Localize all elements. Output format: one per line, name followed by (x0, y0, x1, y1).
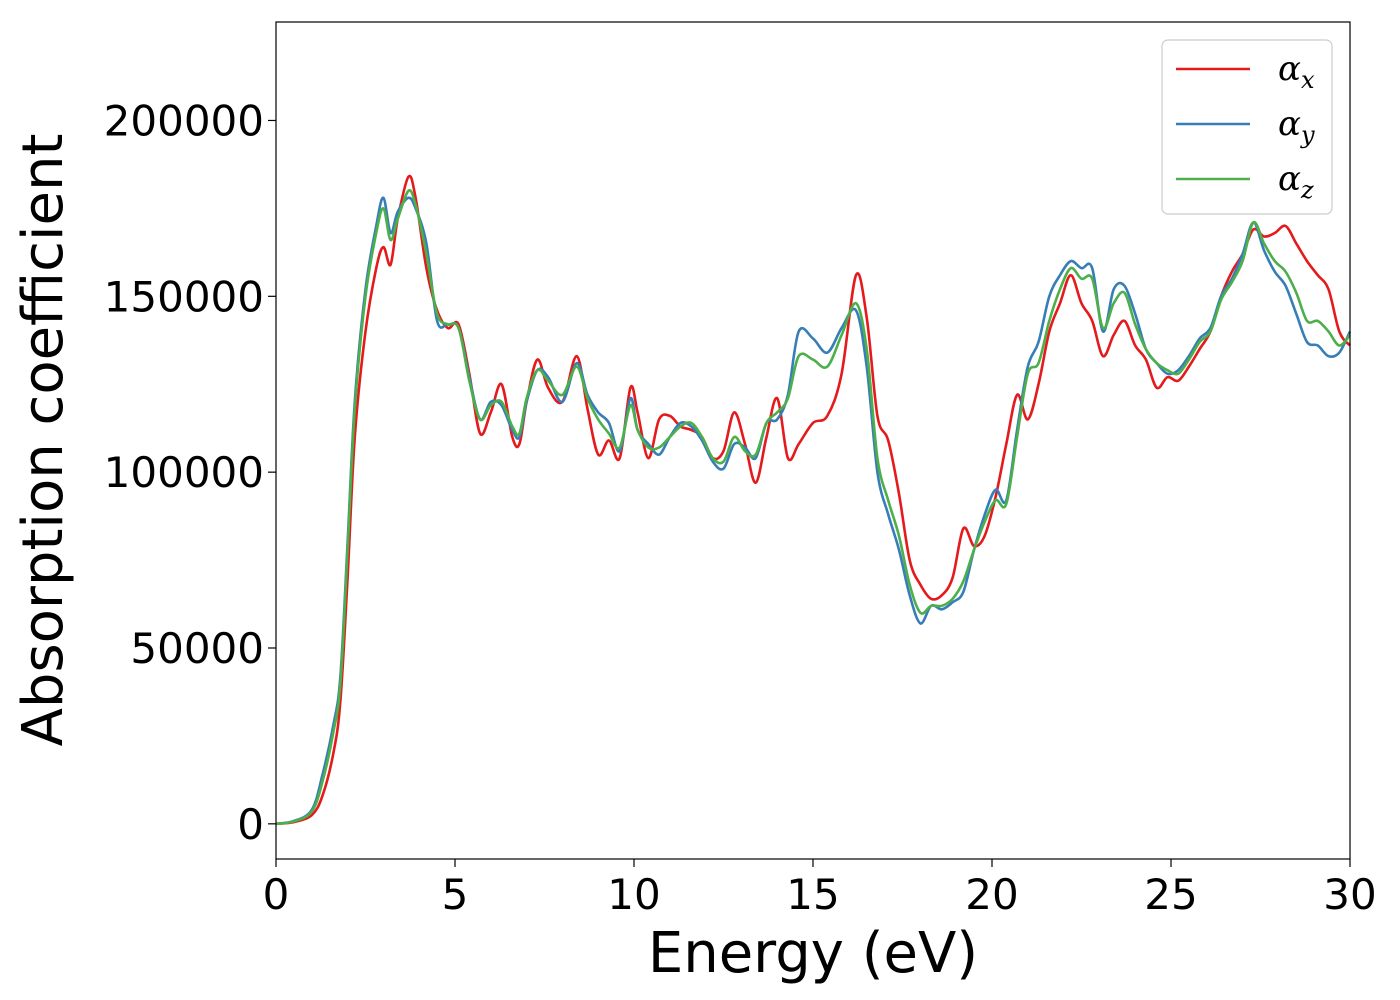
x-tick-label: 0 (263, 870, 290, 919)
x-tick-label: 10 (607, 870, 660, 919)
y-axis-ticks: 0 50000 100000 150000 200000 (104, 96, 276, 849)
y-axis-label: Absorption coefficient (11, 134, 76, 747)
x-tick-label: 30 (1323, 870, 1376, 919)
series-lines (275, 174, 1352, 826)
legend-items: αx αy αz (1176, 49, 1315, 204)
x-tick-label: 5 (442, 870, 469, 919)
series-line-y (275, 196, 1352, 826)
x-tick-label: 25 (1144, 870, 1197, 919)
y-tick-label: 200000 (104, 96, 264, 145)
legend: αx αy αz (1161, 39, 1333, 215)
legend-label-z: αz (1278, 159, 1314, 204)
x-tick-label: 20 (965, 870, 1018, 919)
y-tick-label: 150000 (104, 272, 264, 321)
legend-label-y: αy (1278, 104, 1315, 149)
y-tick-label: 100000 (104, 448, 264, 497)
x-tick-label: 15 (786, 870, 839, 919)
legend-box (1161, 39, 1333, 215)
y-tick-label: 50000 (130, 624, 264, 673)
x-axis-label: Energy (eV) (648, 921, 978, 986)
y-tick-label: 0 (237, 800, 264, 849)
legend-label-x: αx (1278, 49, 1315, 94)
series-line-z (275, 189, 1351, 826)
series-line-x (275, 174, 1352, 826)
x-axis-ticks: 0 5 10 15 20 25 30 (263, 859, 1377, 919)
